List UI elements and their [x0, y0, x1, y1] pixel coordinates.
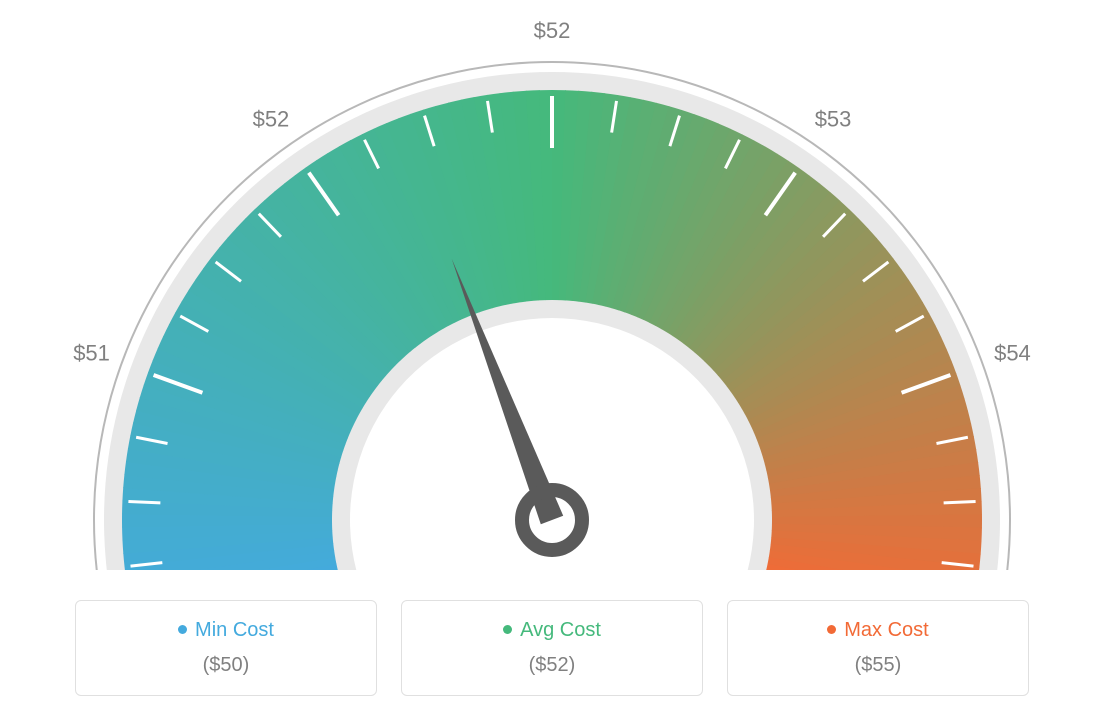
svg-text:$52: $52 — [253, 107, 290, 132]
legend-min-label: Min Cost — [195, 619, 274, 641]
legend-max: Max Cost ($55) — [727, 600, 1029, 696]
legend-max-label: Max Cost — [844, 619, 928, 641]
legend-max-title: Max Cost — [738, 619, 1018, 642]
cost-gauge-chart: $50$51$52$52$53$54$55 Min Cost ($50) Avg… — [0, 0, 1104, 716]
legend-avg-label: Avg Cost — [520, 619, 601, 641]
legend-avg: Avg Cost ($52) — [401, 600, 703, 696]
legend-min: Min Cost ($50) — [75, 600, 377, 696]
dot-icon — [178, 625, 187, 634]
svg-text:$53: $53 — [815, 107, 852, 132]
legend-max-value: ($55) — [738, 654, 1018, 677]
legend-avg-value: ($52) — [412, 654, 692, 677]
svg-text:$54: $54 — [994, 340, 1031, 365]
dot-icon — [827, 625, 836, 634]
legend: Min Cost ($50) Avg Cost ($52) Max Cost (… — [0, 600, 1104, 696]
legend-min-value: ($50) — [86, 654, 366, 677]
dot-icon — [503, 625, 512, 634]
svg-text:$52: $52 — [534, 18, 571, 43]
gauge-svg: $50$51$52$52$53$54$55 — [0, 10, 1104, 570]
svg-text:$51: $51 — [73, 340, 110, 365]
legend-avg-title: Avg Cost — [412, 619, 692, 642]
legend-min-title: Min Cost — [86, 619, 366, 642]
